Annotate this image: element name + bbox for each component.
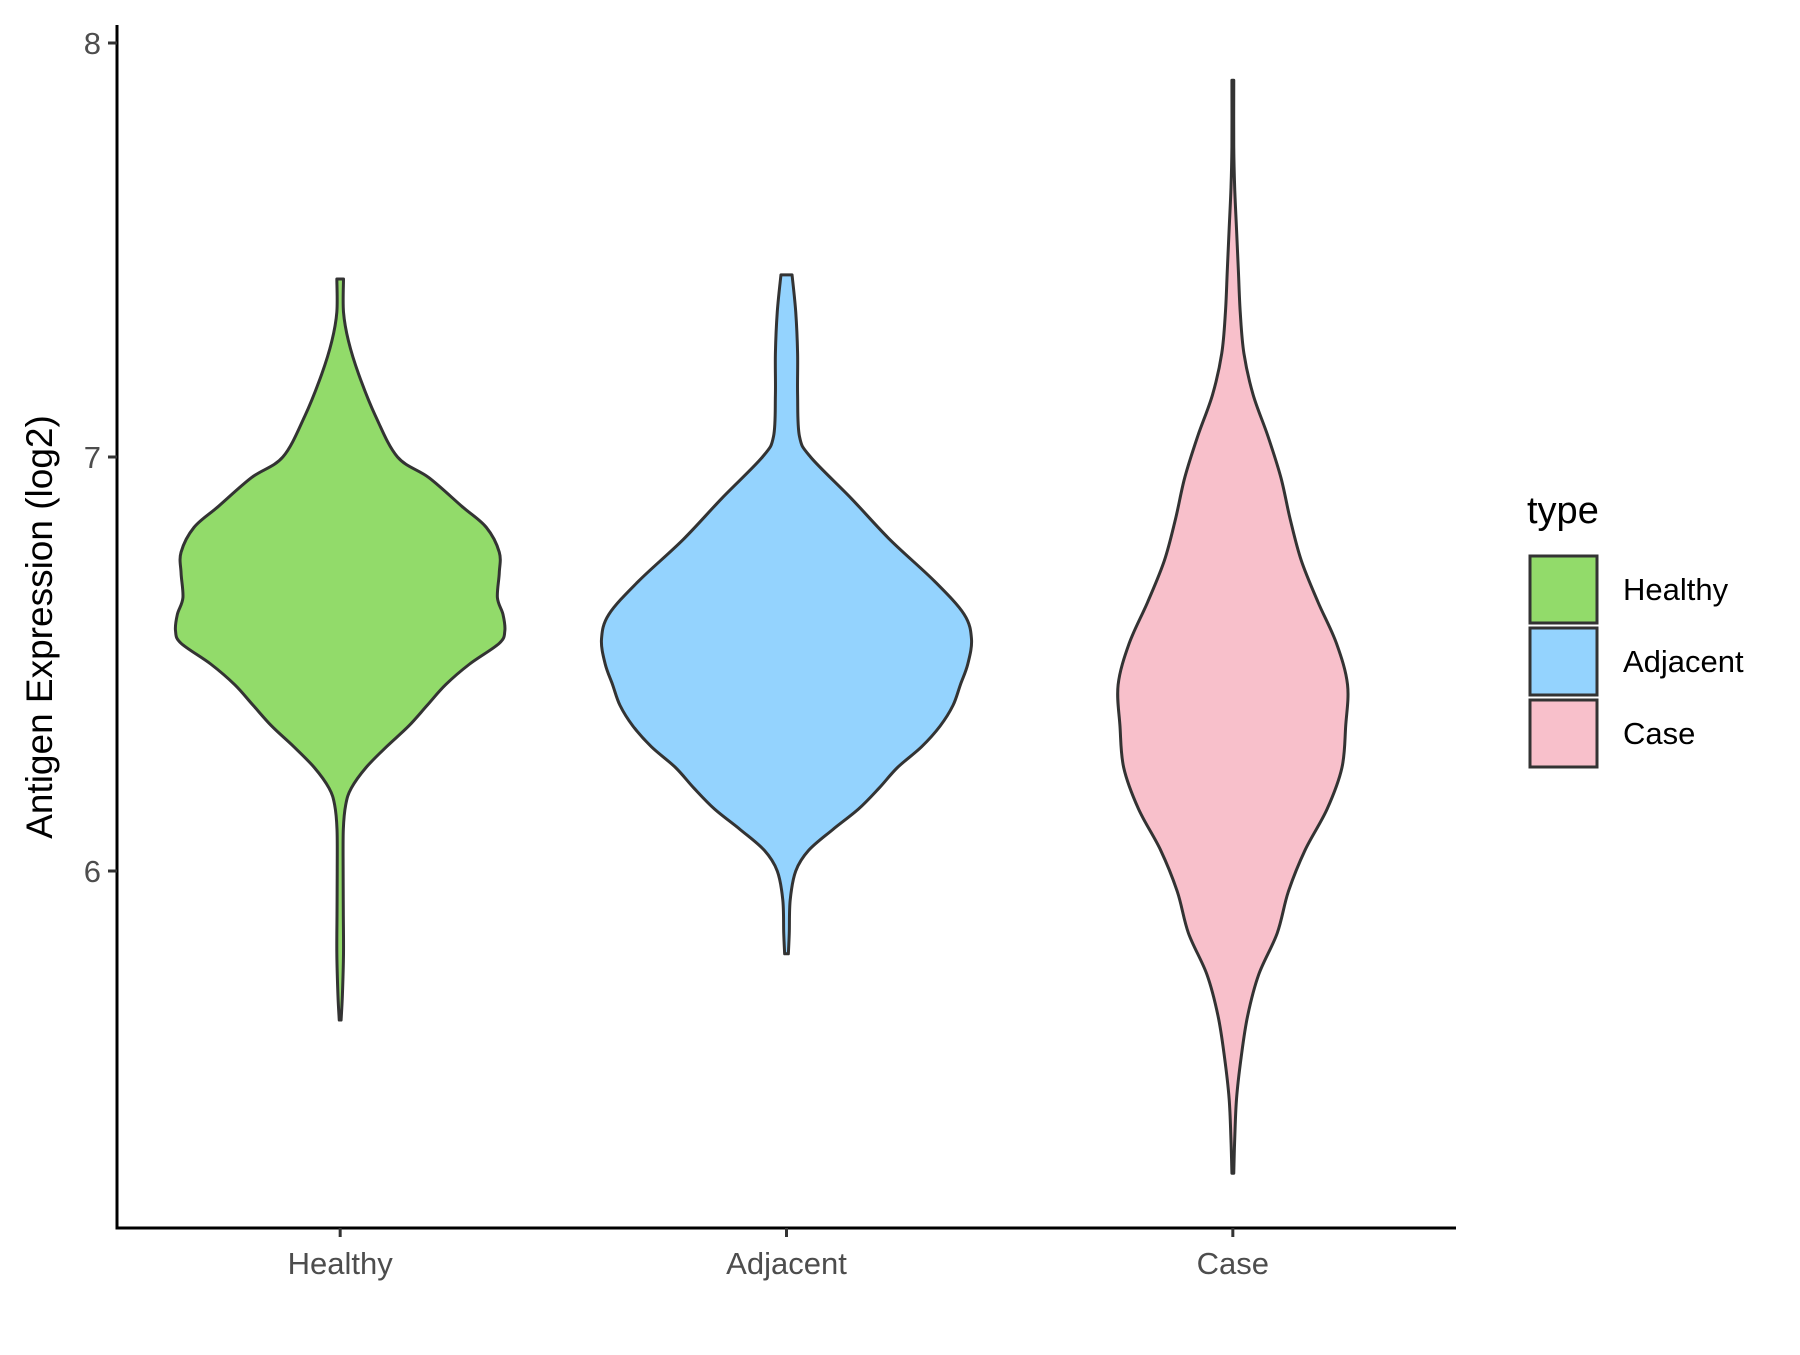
y-tick-label: 8 bbox=[84, 26, 101, 61]
x-tick-label: Adjacent bbox=[726, 1246, 847, 1281]
y-axis-title: Antigen Expression (log2) bbox=[19, 415, 60, 839]
x-tick-label: Healthy bbox=[288, 1246, 394, 1281]
x-axis-ticks: Healthy Adjacent Case bbox=[288, 1228, 1269, 1281]
violin-healthy bbox=[173, 277, 507, 1022]
legend: type Healthy Adjacent Case bbox=[1527, 490, 1744, 769]
legend-swatch-adjacent bbox=[1528, 626, 1599, 697]
violin-case bbox=[1116, 78, 1350, 1175]
legend-label-case: Case bbox=[1623, 716, 1695, 751]
legend-label-adjacent: Adjacent bbox=[1623, 644, 1744, 679]
x-tick-label: Case bbox=[1197, 1246, 1269, 1281]
legend-label-healthy: Healthy bbox=[1623, 572, 1729, 607]
y-tick-label: 7 bbox=[84, 440, 101, 475]
violin-layer bbox=[173, 78, 1350, 1175]
y-tick-label: 6 bbox=[84, 854, 101, 889]
legend-title: type bbox=[1527, 490, 1599, 532]
violin-adjacent bbox=[599, 273, 974, 956]
y-axis-ticks: 6 7 8 bbox=[84, 26, 117, 889]
legend-swatch-case bbox=[1528, 698, 1599, 769]
legend-swatch-healthy bbox=[1528, 554, 1599, 625]
legend-entries: Healthy Adjacent Case bbox=[1528, 554, 1744, 769]
